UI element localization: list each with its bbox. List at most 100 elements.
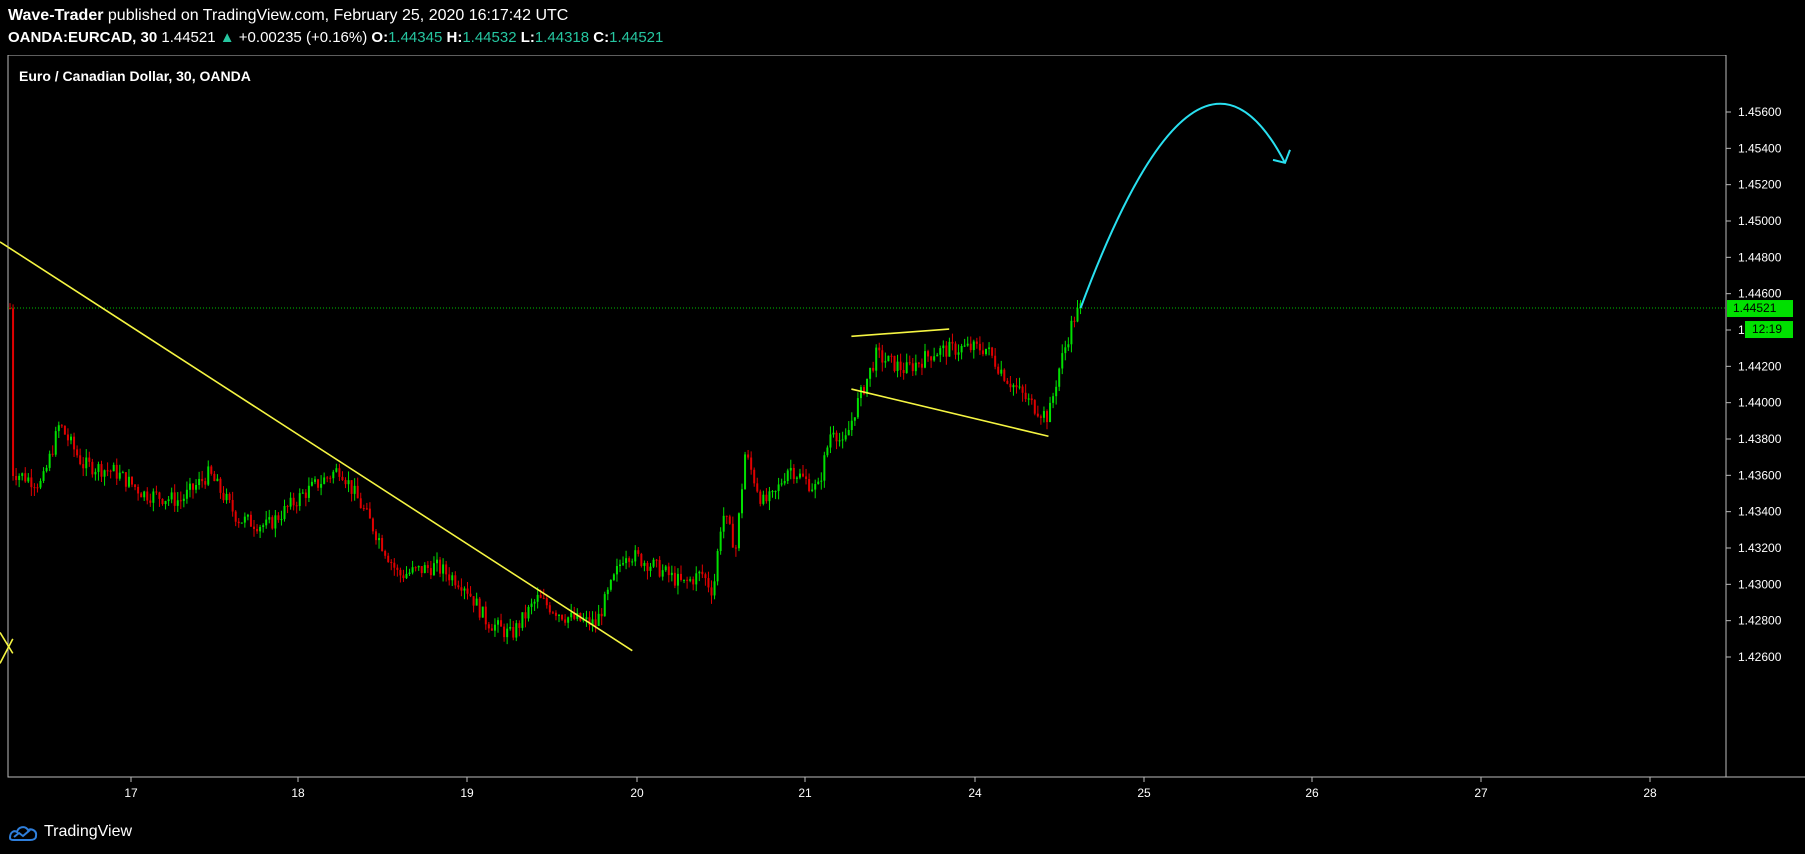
author-name[interactable]: Wave-Trader [8,7,104,24]
candle-body [713,581,716,596]
candle-body [573,612,576,619]
candle-body [298,493,301,507]
trendline[interactable] [0,638,14,664]
price-tick-label: 1.45400 [1738,141,1782,155]
candle-body [36,487,39,489]
trendline[interactable] [0,632,14,654]
candle-body [826,447,829,456]
candle-body [542,597,545,599]
candle-body [823,455,826,481]
candle-body [82,464,85,469]
candle-body [615,566,618,575]
candle-body [115,464,118,479]
candle-body [167,499,170,502]
candle-body [945,345,948,357]
candle-body [872,367,875,371]
trendline[interactable] [0,241,633,652]
candle-body [988,347,991,349]
candle-body [179,500,182,502]
candle-body [634,550,637,562]
countdown-tag: 12:19 [1745,321,1793,339]
drawings[interactable] [0,102,1726,664]
candle-body [771,491,774,493]
candle-body [121,472,124,474]
price-tick-label: 1.42600 [1738,650,1782,664]
candle-body [506,628,509,638]
candle-body [1046,411,1048,423]
trendline[interactable] [851,388,1049,438]
candle-body [619,564,621,567]
candle-body [564,619,567,623]
candle-body [304,492,307,498]
candle-body [231,499,234,512]
high-label: H: [446,29,463,46]
chart-area[interactable]: 1.42600 1.42800 1.43000 1.43200 1.43400 1.436… [0,54,1805,810]
trendline[interactable] [851,328,950,338]
candle-body [94,471,97,475]
candle-body [51,453,54,455]
time-axis[interactable]: 17 18 19 20 21 24 25 26 27 28 [124,777,1657,800]
candle-body [811,489,814,492]
candle-body [1027,398,1030,400]
forecast-arrow[interactable] [1079,102,1286,309]
candle-body [1024,392,1027,400]
candle-body [887,355,890,362]
candle-body [356,485,359,499]
candle-body [1061,353,1064,369]
candle-body [545,598,548,606]
candle-body [18,475,21,481]
price-chart[interactable]: 1.42600 1.42800 1.43000 1.43200 1.43400 1.436… [0,54,1805,810]
candle-body [777,484,780,492]
time-tick-label: 17 [124,786,138,800]
candle-body [454,575,457,586]
candle-body [972,341,975,351]
candle-body [469,593,472,597]
candle-body [783,481,786,484]
candle-body [975,341,978,344]
candle-body [274,515,277,529]
candle-body [219,478,222,493]
candle-body [884,361,887,363]
candle-body [176,500,179,506]
candle-body [439,559,442,574]
candle-body [451,575,454,581]
candle-body [1073,320,1076,322]
candle-body [933,356,936,361]
symbol[interactable]: OANDA:EURCAD, 30 [8,29,158,46]
candle-body [558,614,560,616]
candle-body [899,361,902,371]
open-label: O: [371,29,389,46]
candle-body [792,467,795,479]
candle-body [536,594,539,602]
candle-body [744,454,747,490]
candle-body [256,528,259,532]
candle-body [908,362,911,364]
candle-body [323,477,326,484]
candle-body [429,568,432,576]
change-arrow-icon: ▲ [219,29,235,46]
candle-body [878,347,881,351]
candle-body [259,526,262,532]
candle-body [829,434,832,448]
brand[interactable]: TradingView [8,822,132,842]
candle-body [295,505,298,507]
candle-body [481,606,484,618]
candle-body [402,575,405,579]
candle-body [1064,347,1067,354]
candle-body [317,479,320,488]
time-tick-label: 20 [630,786,644,800]
time-tick-label: 21 [798,786,812,800]
candle-body [622,563,625,565]
candle-body [42,471,45,481]
candle-body [676,573,679,586]
candle-body [353,485,356,494]
price-axis[interactable]: 1.42600 1.42800 1.43000 1.43200 1.43400 1.436… [1726,105,1782,664]
candle-body [143,491,146,498]
candle-body [539,594,542,598]
candle-body [396,567,399,570]
candle-body [994,355,997,367]
candle-body [719,531,722,552]
countdown-tag-text: 12:19 [1752,322,1782,336]
candle-body [359,498,362,509]
candle-body [664,566,667,571]
